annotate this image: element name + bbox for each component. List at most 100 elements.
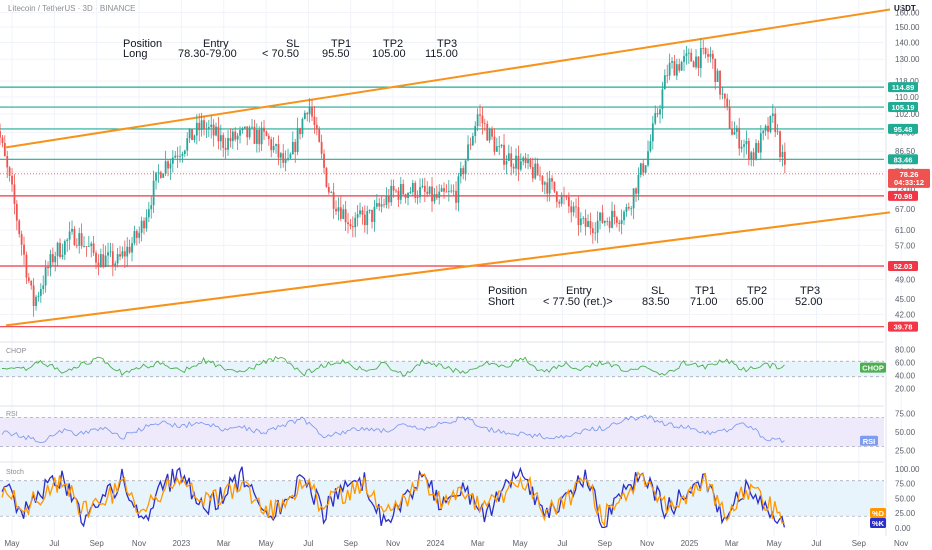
x-tick-label: 2024 <box>427 539 445 548</box>
candle-body <box>109 251 112 253</box>
candle-body <box>426 191 429 194</box>
candle-body <box>743 144 745 147</box>
level-tag-label: 52.03 <box>894 262 913 271</box>
candle-body <box>755 143 757 160</box>
candle-body <box>745 140 748 145</box>
short-header-position: Position <box>488 285 527 297</box>
candle-body <box>536 163 539 176</box>
candle-body <box>44 266 47 286</box>
candle-body <box>690 52 693 62</box>
trade-long-table: Position Entry SL TP1 TP2 TP3 Long 78.30… <box>123 38 458 60</box>
candle-body <box>656 113 659 115</box>
short-value-sl: 83.50 <box>642 296 670 308</box>
candle-body <box>186 138 189 151</box>
candle-body <box>553 181 556 192</box>
candle-body <box>560 195 563 204</box>
candle-body <box>68 231 71 240</box>
candle-body <box>359 210 361 215</box>
candle-body <box>248 127 251 138</box>
candle-body <box>447 190 450 192</box>
candle-body <box>0 131 1 138</box>
candle-body <box>726 98 729 107</box>
candle-body <box>51 254 54 263</box>
candle-body <box>92 243 95 253</box>
candle-body <box>80 233 83 247</box>
candle-body <box>635 188 637 194</box>
candle-body <box>251 126 253 128</box>
candle-body <box>339 207 342 219</box>
candle-body <box>767 125 769 132</box>
candle-body <box>615 217 618 223</box>
candle-body <box>97 262 100 268</box>
candle-body <box>387 195 390 203</box>
long-value-entry: 78.30-79.00 <box>178 48 237 60</box>
candle-body <box>83 245 85 247</box>
candle-body <box>618 222 621 224</box>
indicator-tick: 75.00 <box>895 410 916 419</box>
trade-short-table: Position Entry SL TP1 TP2 TP3 Short < 77… <box>488 285 823 308</box>
y-tick-label: 140.00 <box>895 38 920 47</box>
candle-body <box>651 123 654 142</box>
candle-body <box>219 135 222 142</box>
trendline <box>5 8 891 149</box>
candle-body <box>351 226 354 228</box>
candle-body <box>738 127 741 149</box>
candle-body <box>200 120 203 131</box>
x-tick-label: Sep <box>90 539 105 548</box>
y-tick-label: 42.00 <box>895 310 916 319</box>
candle-body <box>282 153 285 163</box>
indicator-tag-label: RSI <box>863 437 876 446</box>
candle-body <box>347 222 349 225</box>
candle-body <box>642 163 645 173</box>
candle-body <box>361 210 364 215</box>
candle-body <box>243 126 246 129</box>
y-tick-label: 61.00 <box>895 226 916 235</box>
candle-body <box>78 233 81 246</box>
candle-body <box>157 172 160 174</box>
indicator-line <box>1 466 786 529</box>
candle-body <box>275 144 277 146</box>
candle-body <box>263 127 265 132</box>
candle-body <box>270 139 273 151</box>
indicator-band <box>0 480 884 517</box>
y-tick-label: 49.00 <box>895 276 916 285</box>
candle-body <box>32 285 35 306</box>
x-tick-label: Jul <box>811 539 821 548</box>
x-tick-label: Jul <box>557 539 567 548</box>
candle-body <box>644 165 647 173</box>
x-tick-label: Nov <box>132 539 146 548</box>
x-tick-label: Jul <box>49 539 59 548</box>
candle-body <box>303 112 306 119</box>
candle-body <box>265 131 268 136</box>
candle-body <box>685 53 688 57</box>
symbol-title: Litecoin / TetherUS · 3D · BINANCE <box>8 4 135 13</box>
candle-body <box>402 184 405 195</box>
candle-body <box>227 138 229 150</box>
candle-body <box>719 70 721 95</box>
level-tag-label: 70.98 <box>894 192 913 201</box>
candle-body <box>330 192 333 194</box>
candle-body <box>603 221 606 223</box>
level-tag <box>888 102 918 113</box>
indicator-tick: 25.00 <box>895 446 916 455</box>
y-tick-label: 102.00 <box>895 110 920 119</box>
candle-body <box>666 75 669 77</box>
candle-body <box>500 144 503 147</box>
candle-body <box>147 209 150 218</box>
candle-body <box>320 141 323 154</box>
x-tick-label: Jul <box>303 539 313 548</box>
candle-body <box>479 114 481 116</box>
current-price-label: 78.26 <box>900 170 919 179</box>
candle-body <box>747 140 750 160</box>
candle-body <box>15 203 18 221</box>
candle-body <box>455 190 457 203</box>
candle-body <box>104 255 107 268</box>
candle-body <box>183 150 186 155</box>
candle-body <box>762 130 765 134</box>
candle-body <box>119 254 121 257</box>
indicator-tick: 0.00 <box>895 524 911 533</box>
candle-body <box>481 115 484 124</box>
indicator-tag-label: %D <box>872 509 885 518</box>
indicator-tick: 50.00 <box>895 494 916 503</box>
candle-body <box>193 135 196 141</box>
